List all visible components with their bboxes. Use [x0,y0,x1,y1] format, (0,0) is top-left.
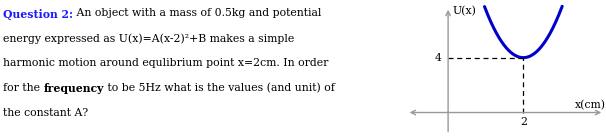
Text: for the: for the [3,83,44,93]
Text: 4: 4 [435,53,441,63]
Text: Question 2:: Question 2: [3,8,73,20]
Text: the constant A?: the constant A? [3,108,88,118]
Text: An object with a mass of 0.5kg and potential: An object with a mass of 0.5kg and poten… [73,8,321,18]
Text: energy expressed as U(x)=A(x-2)²+B makes a simple: energy expressed as U(x)=A(x-2)²+B makes… [3,33,295,44]
Text: x(cm): x(cm) [575,99,606,110]
Text: to be 5Hz what is the values (and unit) of: to be 5Hz what is the values (and unit) … [104,83,335,94]
Text: 2: 2 [520,117,527,127]
Text: frequency: frequency [44,83,104,94]
Text: harmonic motion around equlibrium point x=2cm. In order: harmonic motion around equlibrium point … [3,58,328,68]
Text: U(x): U(x) [453,6,476,16]
